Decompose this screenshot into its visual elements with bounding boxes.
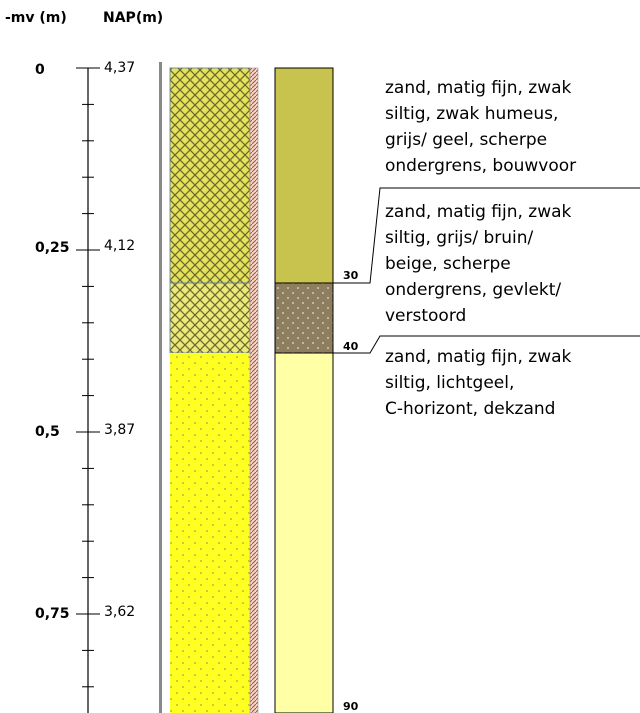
color-layer-3: [274, 352, 334, 713]
description-line: verstoord: [385, 306, 466, 326]
layer-bottom-depth: 30: [343, 269, 359, 282]
depth-header: -mv (m): [5, 10, 67, 26]
admixture-strip: [249, 67, 259, 713]
ticks: 0 4,37 0,25 4,12 0,5 3,87 0,75 3,62: [35, 60, 135, 688]
nap-label: 4,12: [104, 238, 135, 254]
description-line: grijs/ geel, scherpe: [385, 130, 547, 150]
depth-label: 0: [35, 62, 45, 78]
casing-line: [159, 62, 162, 713]
description-line: C-horizont, dekzand: [385, 399, 555, 419]
layer-labels: 30 zand, matig fijn, zwak siltig, zwak hum…: [343, 78, 576, 713]
description-line: siltig, lichtgeel,: [385, 373, 514, 393]
description-line: zand, matig fijn, zwak: [385, 202, 572, 222]
color-layer-1: [274, 67, 334, 284]
layer-bottom-depth: 90: [343, 700, 359, 713]
nap-label: 3,87: [104, 422, 135, 438]
nap-header: NAP(m): [103, 10, 163, 26]
lithology-layer-1: [169, 67, 251, 284]
depth-label: 0,75: [35, 606, 70, 622]
lithology-layer-2: [169, 282, 251, 354]
description-line: ondergrens, gevlekt/: [385, 280, 561, 300]
description-line: beige, scherpe: [385, 254, 511, 274]
lithology-layer-3: [170, 353, 250, 713]
leader-lines: [333, 187, 640, 354]
nap-label: 4,37: [104, 60, 135, 76]
description-line: zand, matig fijn, zwak: [385, 347, 572, 367]
nap-label: 3,62: [104, 604, 135, 620]
depth-label: 0,25: [35, 240, 70, 256]
description-line: siltig, grijs/ bruin/: [385, 228, 534, 248]
description-line: ondergrens, bouwvoor: [385, 156, 576, 176]
description-line: zand, matig fijn, zwak: [385, 78, 572, 98]
depth-label: 0,5: [35, 424, 60, 440]
layer-bottom-depth: 40: [343, 340, 359, 353]
color-layer-2: [274, 282, 334, 354]
description-line: siltig, zwak humeus,: [385, 104, 558, 124]
